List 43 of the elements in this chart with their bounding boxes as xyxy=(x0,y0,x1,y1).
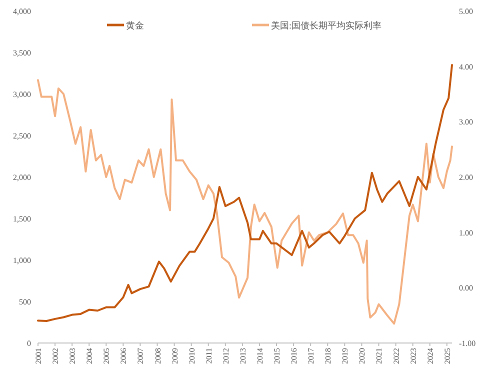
y-tick-label: 1,500 xyxy=(13,214,31,224)
x-tick-label: 2005 xyxy=(102,348,112,364)
y2-tick-label: 0.00 xyxy=(459,284,473,293)
x-tick-label: 2022 xyxy=(392,348,401,364)
x-tick-label: 2024 xyxy=(426,348,435,364)
y2-tick-label: -1.00 xyxy=(459,339,476,348)
y-tick-label: 4,000 xyxy=(13,7,31,16)
y2-tick-label: 5.00 xyxy=(459,7,473,16)
x-tick-label: 2003 xyxy=(68,348,78,364)
x-tick-label: 2008 xyxy=(153,348,162,364)
x-tick-label: 2016 xyxy=(290,348,299,364)
x-tick-label: 2010 xyxy=(187,348,196,364)
x-tick-label: 2009 xyxy=(170,348,180,364)
x-tick-label: 2018 xyxy=(324,348,333,364)
x-tick-label: 2007 xyxy=(136,348,146,364)
y2-tick-label: 1.00 xyxy=(459,228,473,238)
x-tick-label: 2001 xyxy=(34,348,43,364)
x-tick-label: 2023 xyxy=(408,348,418,364)
x-tick-label: 2017 xyxy=(306,348,316,364)
x-tick-label: 2006 xyxy=(119,348,128,364)
x-tick-label: 2025 xyxy=(442,348,452,364)
x-tick-label: 2014 xyxy=(255,348,264,364)
x-tick-label: 2011 xyxy=(204,348,214,364)
y-tick-label: 500 xyxy=(19,298,31,306)
x-tick-label: 2020 xyxy=(358,348,367,364)
y2-tick-label: 2.00 xyxy=(459,173,473,182)
legend-label: 黄金 xyxy=(126,20,144,30)
y-tick-label: 3,500 xyxy=(13,48,31,58)
legend-label: 美国:国债长期平均实际利率 xyxy=(271,20,382,30)
x-tick-label: 2002 xyxy=(51,348,60,364)
x-tick-label: 2021 xyxy=(374,348,384,364)
y-tick-label: 1,000 xyxy=(13,256,31,265)
x-tick-label: 2013 xyxy=(238,348,248,364)
y-tick-label: 0 xyxy=(27,339,31,348)
y-tick-label: 2,500 xyxy=(13,132,31,140)
y2-tick-label: 4.00 xyxy=(459,62,473,72)
x-tick-label: 2015 xyxy=(272,348,282,364)
x-tick-label: 2012 xyxy=(221,348,230,364)
y-tick-label: 3,000 xyxy=(13,90,31,99)
x-tick-label: 2019 xyxy=(340,348,350,364)
y2-tick-label: 3.00 xyxy=(459,118,473,127)
y-tick-label: 2,000 xyxy=(13,173,31,182)
x-tick-label: 2004 xyxy=(85,348,94,364)
